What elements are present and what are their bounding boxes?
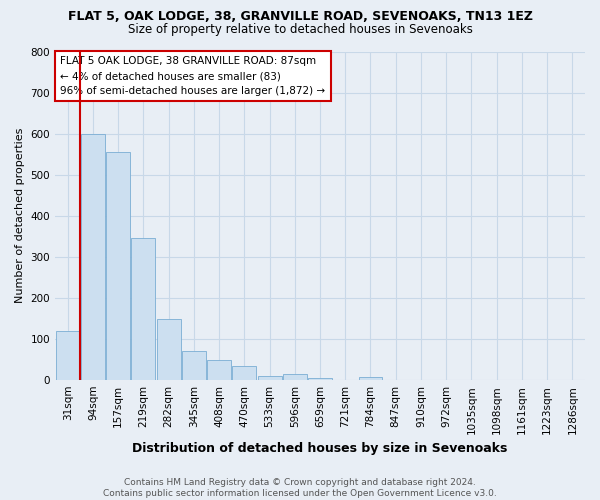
Bar [283,374,307,380]
Bar [131,238,155,380]
Bar [182,352,206,380]
X-axis label: Distribution of detached houses by size in Sevenoaks: Distribution of detached houses by size … [133,442,508,455]
Bar [56,331,80,380]
Text: Size of property relative to detached houses in Sevenoaks: Size of property relative to detached ho… [128,22,472,36]
Text: FLAT 5, OAK LODGE, 38, GRANVILLE ROAD, SEVENOAKS, TN13 1EZ: FLAT 5, OAK LODGE, 38, GRANVILLE ROAD, S… [67,10,533,23]
Bar [157,320,181,380]
Bar [106,152,130,380]
Bar [207,360,231,380]
Bar [257,376,281,380]
Bar [308,378,332,380]
Text: Contains HM Land Registry data © Crown copyright and database right 2024.
Contai: Contains HM Land Registry data © Crown c… [103,478,497,498]
Y-axis label: Number of detached properties: Number of detached properties [15,128,25,304]
Bar [81,134,105,380]
Bar [232,366,256,380]
Bar [359,377,382,380]
Text: FLAT 5 OAK LODGE, 38 GRANVILLE ROAD: 87sqm
← 4% of detached houses are smaller (: FLAT 5 OAK LODGE, 38 GRANVILLE ROAD: 87s… [61,56,325,96]
